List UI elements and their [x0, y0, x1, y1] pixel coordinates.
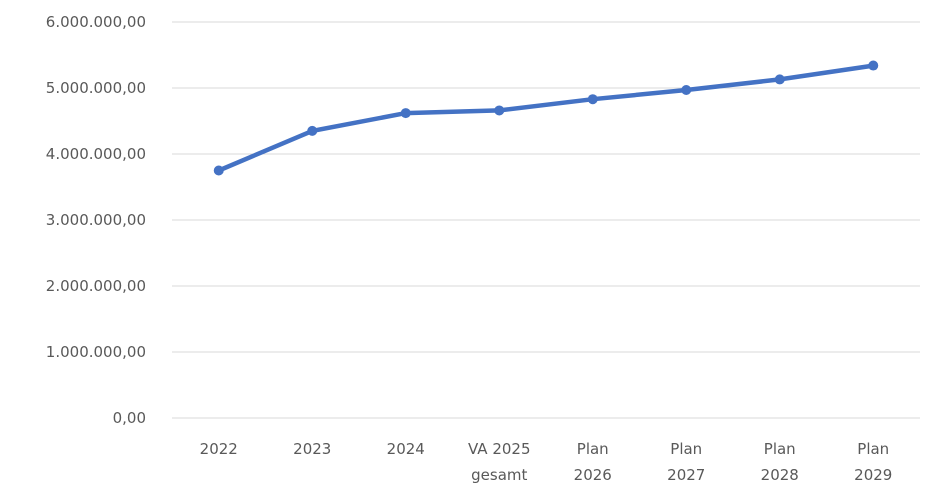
x-tick-label-line: Plan [857, 440, 889, 458]
x-axis-tick-labels: 2022 2023 2024 VA 2025 gesamt Plan 2026 Plan 202… [200, 440, 893, 484]
data-point-marker [307, 125, 318, 136]
data-point-marker [587, 94, 598, 105]
x-tick-label-line: 2024 [387, 440, 425, 458]
x-tick-label-line: 2028 [761, 466, 799, 484]
y-tick-label: 1.000.000,00 [46, 343, 146, 361]
y-tick-label: 0,00 [113, 409, 146, 427]
data-point-marker [681, 84, 692, 95]
x-tick-label: Plan 2029 [854, 440, 892, 484]
x-tick-label-line: VA 2025 [468, 440, 531, 458]
x-tick-label-line: 2022 [200, 440, 238, 458]
data-point-marker [774, 74, 785, 85]
x-tick-label: Plan 2028 [761, 440, 799, 484]
y-axis-tick-labels: 0,00 1.000.000,00 2.000.000,00 3.000.000,00… [46, 13, 146, 427]
x-tick-label: 2022 [200, 440, 238, 458]
series-line [216, 63, 876, 173]
x-tick-label: Plan 2027 [667, 440, 705, 484]
data-point-marker [494, 105, 505, 116]
x-tick-label-line: Plan [670, 440, 702, 458]
x-tick-label-line: 2023 [293, 440, 331, 458]
y-tick-label: 2.000.000,00 [46, 277, 146, 295]
y-tick-label: 6.000.000,00 [46, 13, 146, 31]
y-tick-label: 3.000.000,00 [46, 211, 146, 229]
x-tick-label-line: 2029 [854, 466, 892, 484]
x-tick-label: 2024 [387, 440, 425, 458]
gridlines [172, 21, 920, 419]
x-tick-label-line: 2026 [574, 466, 612, 484]
x-tick-label: VA 2025 gesamt [468, 440, 531, 484]
data-point-marker [213, 165, 224, 176]
x-tick-label-line: Plan [577, 440, 609, 458]
x-tick-label: Plan 2026 [574, 440, 612, 484]
data-point-marker [868, 60, 879, 71]
x-tick-label-line: 2027 [667, 466, 705, 484]
x-tick-label: 2023 [293, 440, 331, 458]
y-tick-label: 5.000.000,00 [46, 79, 146, 97]
data-point-marker [400, 108, 411, 119]
x-tick-label-line: Plan [764, 440, 796, 458]
y-tick-label: 4.000.000,00 [46, 145, 146, 163]
series-layer [213, 60, 879, 176]
x-tick-label-line: gesamt [471, 466, 527, 484]
